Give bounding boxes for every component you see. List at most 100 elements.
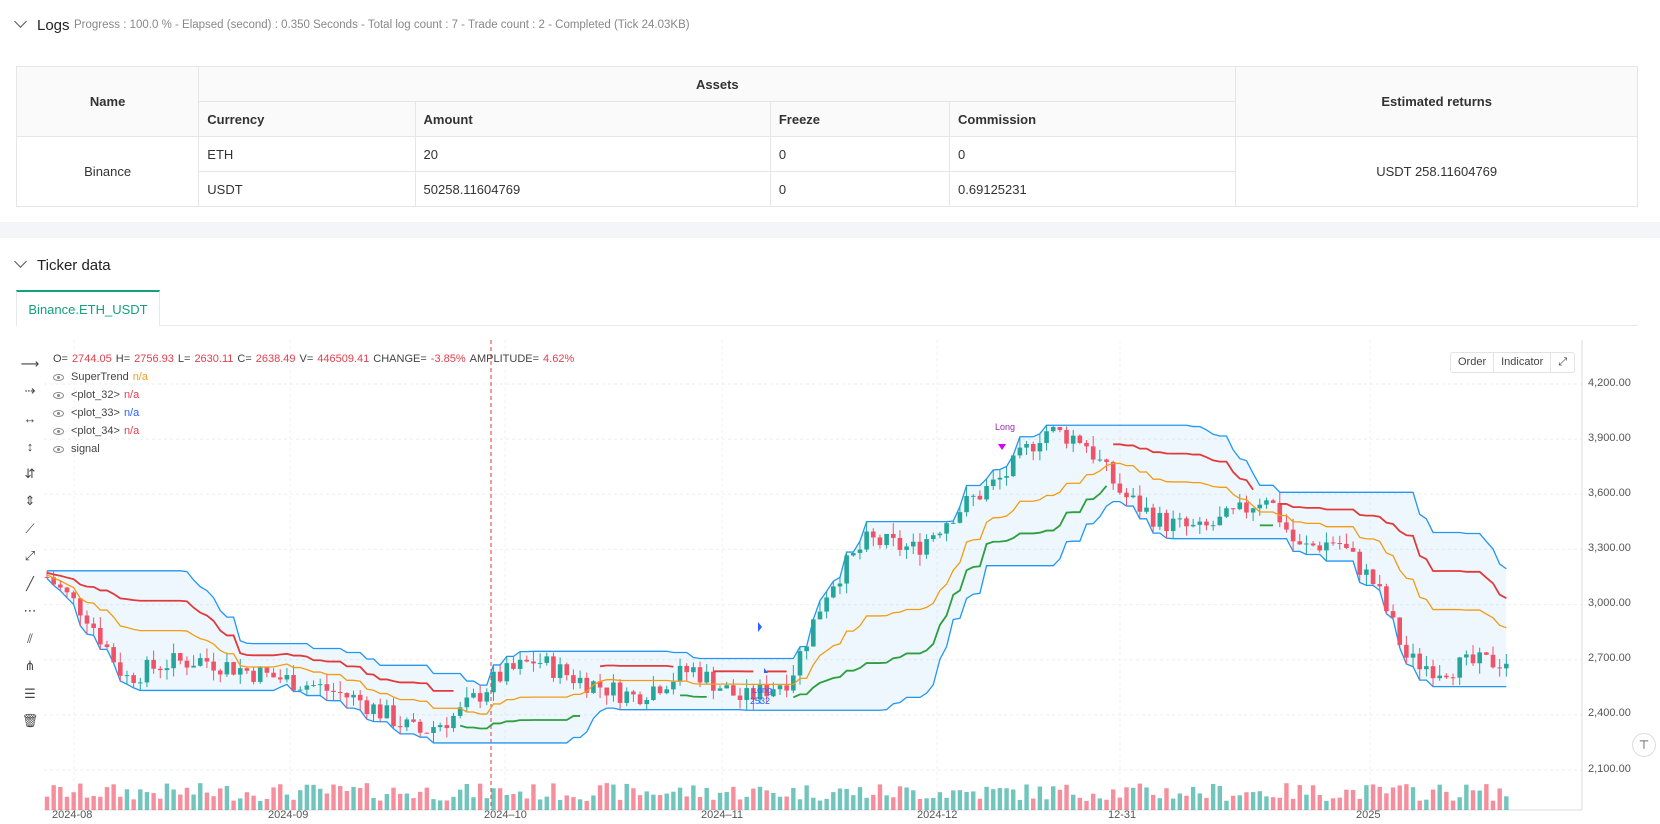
candle-body <box>144 659 150 683</box>
volume-bar <box>957 790 963 810</box>
volume-bar <box>897 786 903 810</box>
volume-bar <box>1124 787 1129 810</box>
candle-body <box>244 668 250 671</box>
volume-bar <box>1470 790 1476 810</box>
candle-body <box>1430 666 1436 679</box>
volume-bar <box>1024 784 1029 810</box>
tab-binance-eth-usdt[interactable]: Binance.ETH_USDT <box>16 290 160 326</box>
eye-icon[interactable] <box>53 373 64 381</box>
legend-item-plot-32[interactable]: <plot_32> n/a <box>53 386 574 404</box>
volume-bar <box>238 798 243 810</box>
volume-bar <box>1090 793 1096 810</box>
volume-bar <box>1237 795 1242 810</box>
logs-header[interactable]: Logs <box>0 10 1660 40</box>
candle-body <box>937 533 943 536</box>
candle-body <box>1164 512 1169 532</box>
chevron-down-icon[interactable] <box>14 255 27 268</box>
supertrend-line <box>1279 503 1507 600</box>
candle-body <box>897 537 903 550</box>
indicator-button[interactable]: Indicator <box>1494 353 1552 372</box>
legend-item-signal[interactable]: signal <box>53 440 574 458</box>
volume-bar <box>1410 787 1416 810</box>
candle-body <box>164 668 170 671</box>
crosshair-icon[interactable]: ⊤ <box>1632 733 1656 757</box>
candle-body <box>1044 431 1049 444</box>
volume-bar <box>944 797 949 810</box>
vertical-segment-icon[interactable]: ⇵ <box>24 465 36 481</box>
volume-bar <box>671 791 676 810</box>
candle-body <box>857 549 863 553</box>
vertical-line-icon[interactable]: ↕ <box>26 438 34 454</box>
candle-body <box>51 577 56 585</box>
col-freeze: Freeze <box>769 101 951 137</box>
candle-body <box>624 691 630 703</box>
volume-bar <box>1364 785 1369 810</box>
horizontal-line-icon[interactable]: ⟶ <box>20 355 40 371</box>
volume-bar <box>104 787 110 810</box>
candles <box>44 425 1509 743</box>
volume-bar <box>1497 788 1502 810</box>
candle-body <box>1484 652 1489 655</box>
volume-bar <box>258 800 263 810</box>
horizontal-ray-icon[interactable]: ⇢ <box>24 383 36 399</box>
candle-body <box>377 704 383 719</box>
volume-bar <box>1044 799 1049 810</box>
legend-item-plot-34[interactable]: <plot_34> n/a <box>53 422 574 440</box>
volume-bar <box>484 798 489 810</box>
eye-icon[interactable] <box>53 445 64 453</box>
col-assets: Assets <box>198 66 1237 102</box>
candle-body <box>304 685 310 690</box>
volume-bar <box>651 794 656 810</box>
order-button[interactable]: Order <box>1451 353 1495 372</box>
volume-bar <box>1150 794 1156 810</box>
volume-bar <box>1390 787 1396 810</box>
volume-bar <box>644 791 649 810</box>
fib-retracement-icon[interactable]: ☰ <box>24 685 36 701</box>
volume-bar <box>731 786 736 810</box>
x-tick-label: 12-31 <box>1108 809 1137 821</box>
upper-band-line <box>47 424 1507 686</box>
y-tick-label: 3,900.00 <box>1588 432 1631 444</box>
segment-icon[interactable]: ╱ <box>26 575 34 591</box>
volume-bar <box>64 796 70 810</box>
candle-body <box>491 671 496 693</box>
volume-bar <box>1051 786 1056 810</box>
estimated-returns-cell: USDT 258.11604769 <box>1235 136 1638 207</box>
volume-bar <box>657 795 663 810</box>
candle-body <box>1104 459 1109 462</box>
col-currency: Currency <box>198 101 416 137</box>
channel-band <box>46 424 1507 744</box>
eye-icon[interactable] <box>53 391 64 399</box>
ticker-header[interactable]: Ticker data <box>0 250 1660 280</box>
candle-body <box>837 583 843 587</box>
vertical-arrow-icon[interactable]: ⇕ <box>24 493 36 509</box>
parallel-channel-icon[interactable]: ⫽ <box>27 630 33 646</box>
chevron-down-icon[interactable] <box>14 15 27 28</box>
trash-icon[interactable]: 🗑 <box>21 713 39 729</box>
volume-bar <box>1164 788 1169 810</box>
horizontal-segment-icon[interactable]: ↔ <box>23 411 37 427</box>
trade-marker-arrow <box>758 622 762 632</box>
candle-body <box>431 727 436 734</box>
section-divider <box>0 222 1660 238</box>
candle-body <box>737 695 743 700</box>
candle-body <box>1130 495 1136 498</box>
volume-bar <box>377 800 383 810</box>
trend-line-icon[interactable]: ⟋ <box>25 520 35 536</box>
candle-body <box>1024 444 1029 448</box>
volume-bar <box>138 789 143 810</box>
eye-icon[interactable] <box>53 409 64 417</box>
candle-body <box>171 653 176 669</box>
fullscreen-icon[interactable]: ⤢ <box>1558 356 1568 368</box>
legend-item-plot-33[interactable]: <plot_33> n/a <box>53 404 574 422</box>
volume-bar <box>491 788 496 810</box>
pitchfork-icon[interactable]: ⋔ <box>24 658 36 674</box>
volume-bar <box>318 788 323 810</box>
eye-icon[interactable] <box>53 427 64 435</box>
legend-item-supertrend[interactable]: SuperTrend n/a <box>53 368 574 386</box>
ray-line-icon[interactable]: ⤢ <box>24 548 36 564</box>
price-label-icon[interactable]: ⋯ <box>23 603 37 619</box>
candle-body <box>817 611 823 620</box>
candle-body <box>1224 508 1229 517</box>
